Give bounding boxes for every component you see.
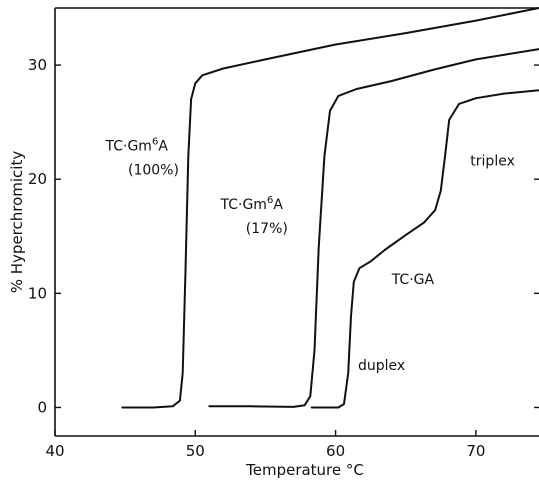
x-tick-label: 60 [326, 442, 345, 460]
x-axis-title: Temperature °C [245, 461, 364, 479]
y-tick-label: 30 [28, 56, 47, 74]
y-tick-label: 20 [28, 170, 47, 188]
x-tick-label: 70 [466, 442, 485, 460]
annotation-label: triplex [470, 154, 515, 170]
series-layer [121, 7, 539, 409]
annotation-label: (100%) [128, 163, 179, 179]
series-line-2 [208, 48, 539, 408]
annotation-label: TC·GA [391, 272, 435, 288]
series-line-3 [310, 89, 539, 409]
x-tick-label: 40 [45, 442, 64, 460]
annotation-layer: TC·Gm6A (100%) TC·Gm6A (17%) triplex TC·GA dup… [105, 137, 515, 374]
y-tick-label: 10 [28, 284, 47, 302]
y-tick-label: 0 [37, 398, 47, 416]
y-axis-title: % Hyperchromicity [8, 151, 26, 294]
series-line-1 [121, 7, 539, 409]
x-tick-label: 50 [186, 442, 205, 460]
annotation-label: TC·Gm6A [105, 137, 169, 155]
ticks: 40 50 60 70 0 10 20 30 [28, 56, 539, 460]
annotation-label: (17%) [246, 221, 288, 237]
axes [54, 7, 539, 437]
annotation-label: TC·Gm6A [220, 195, 284, 213]
annotation-label: duplex [358, 358, 405, 374]
